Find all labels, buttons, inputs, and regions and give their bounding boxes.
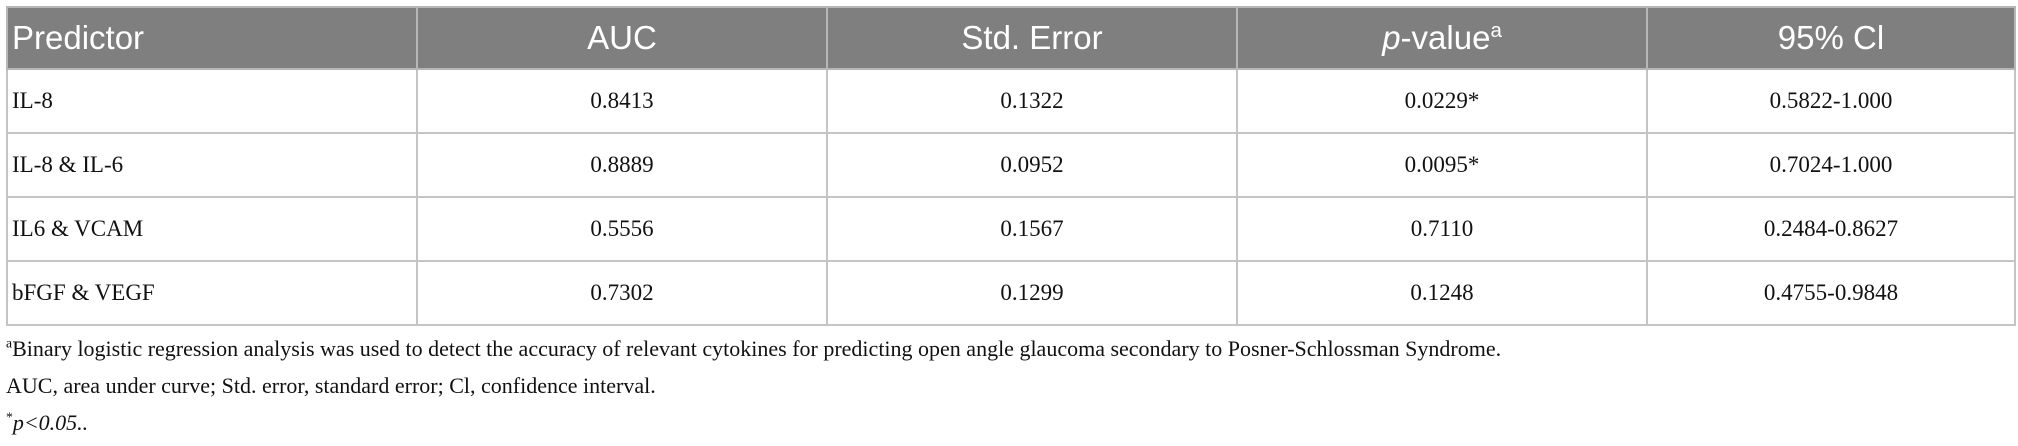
footnote-a: aBinary logistic regression analysis was…: [6, 330, 2006, 367]
cell-pvalue: 0.0095*: [1236, 132, 1648, 198]
footnote-a-text: Binary logistic regression analysis was …: [12, 336, 1502, 361]
header-row: Predictor AUC Std. Error p-valuea 95% Cl: [6, 6, 2016, 70]
table-row: bFGF & VEGF 0.7302 0.1299 0.1248 0.4755-…: [6, 260, 2016, 326]
cell-predictor: IL-8: [6, 68, 418, 134]
cell-pvalue: 0.0229*: [1236, 68, 1648, 134]
cell-ci: 0.7024-1.000: [1646, 132, 2016, 198]
cell-ci: 0.5822-1.000: [1646, 68, 2016, 134]
footnote-star-text: p<0.05..: [12, 410, 89, 435]
cell-predictor: IL6 & VCAM: [6, 196, 418, 262]
cell-std-error: 0.0952: [826, 132, 1238, 198]
header-predictor: Predictor: [6, 6, 418, 70]
header-pvalue-sup: a: [1490, 19, 1502, 42]
cell-ci: 0.4755-0.9848: [1646, 260, 2016, 326]
header-pvalue-italic: p: [1382, 19, 1401, 56]
header-pvalue-rest: -value: [1400, 19, 1491, 56]
footnote-abbreviations: AUC, area under curve; Std. error, stand…: [6, 373, 656, 398]
table-row: IL-8 0.8413 0.1322 0.0229* 0.5822-1.000: [6, 68, 2016, 134]
header-ci: 95% Cl: [1646, 6, 2016, 70]
cell-auc: 0.8889: [416, 132, 828, 198]
cell-std-error: 0.1322: [826, 68, 1238, 134]
table-container: Predictor AUC Std. Error p-valuea 95% Cl…: [6, 6, 2016, 326]
cell-ci: 0.2484-0.8627: [1646, 196, 2016, 262]
cell-pvalue: 0.1248: [1236, 260, 1648, 326]
cell-auc: 0.7302: [416, 260, 828, 326]
header-auc: AUC: [416, 6, 828, 70]
cell-std-error: 0.1299: [826, 260, 1238, 326]
results-table: Predictor AUC Std. Error p-valuea 95% Cl…: [6, 6, 2016, 326]
cell-predictor: bFGF & VEGF: [6, 260, 418, 326]
footnote-a-marker: a: [6, 335, 13, 351]
footnote-significance: *p<0.05..: [6, 404, 2006, 441]
table-row: IL-8 & IL-6 0.8889 0.0952 0.0095* 0.7024…: [6, 132, 2016, 198]
cell-auc: 0.8413: [416, 68, 828, 134]
table-footnotes: aBinary logistic regression analysis was…: [6, 330, 2006, 441]
cell-predictor: IL-8 & IL-6: [6, 132, 418, 198]
cell-std-error: 0.1567: [826, 196, 1238, 262]
header-std-error: Std. Error: [826, 6, 1238, 70]
header-pvalue: p-valuea: [1236, 6, 1648, 70]
cell-auc: 0.5556: [416, 196, 828, 262]
table-row: IL6 & VCAM 0.5556 0.1567 0.7110 0.2484-0…: [6, 196, 2016, 262]
footnote-star-marker: *: [6, 409, 13, 425]
cell-pvalue: 0.7110: [1236, 196, 1648, 262]
